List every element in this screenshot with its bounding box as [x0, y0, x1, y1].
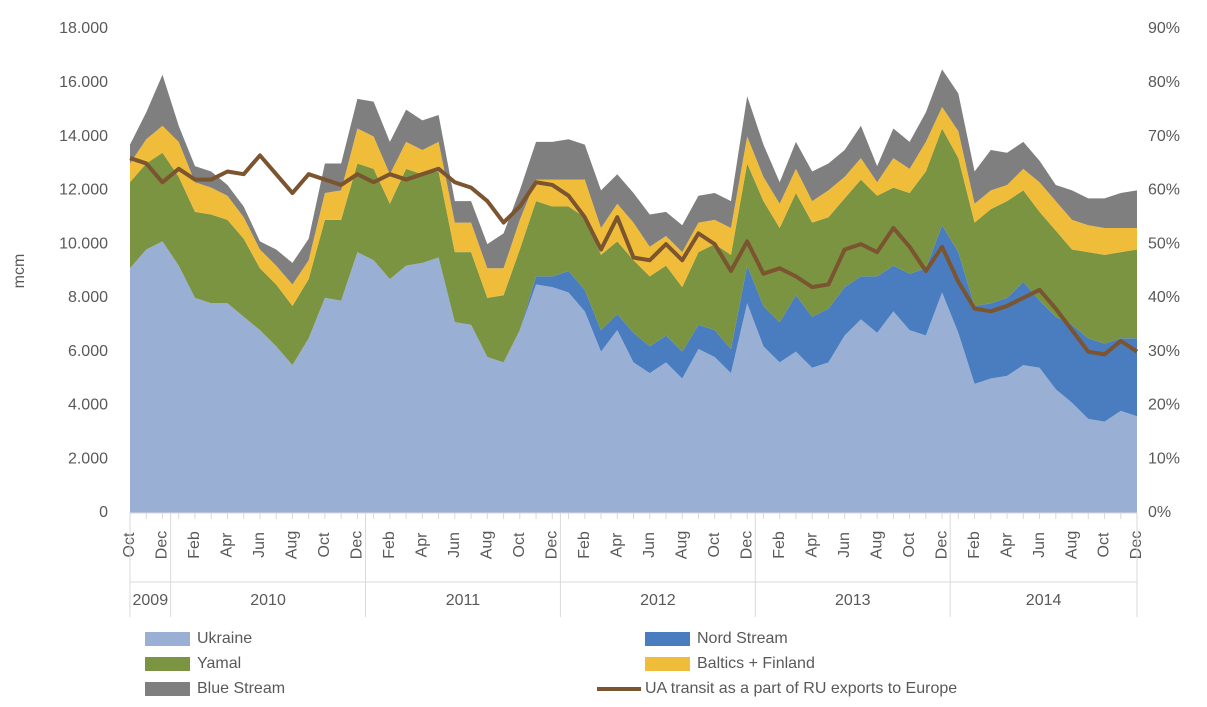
- legend-label: Ukraine: [197, 630, 252, 647]
- x-tick-label: Feb: [576, 531, 593, 559]
- x-tick-label: Dec: [349, 531, 366, 559]
- year-label: 2012: [640, 592, 676, 609]
- x-tick-label: Jun: [641, 532, 658, 558]
- y2-tick-label: 50%: [1148, 235, 1180, 252]
- area: [130, 225, 1137, 422]
- year-label: 2009: [133, 592, 169, 609]
- year-label: 2010: [250, 592, 286, 609]
- x-tick-label: Apr: [414, 532, 431, 558]
- area: [130, 241, 1137, 513]
- y2-tick-label: 0%: [1148, 504, 1171, 521]
- x-tick-label: Aug: [868, 531, 885, 559]
- legend-swatch: [145, 682, 190, 696]
- x-tick-label: Feb: [966, 531, 983, 559]
- line: [129, 153, 1139, 357]
- x-tick-label: Oct: [316, 532, 333, 557]
- x-tick-label: Oct: [901, 532, 918, 557]
- y-tick-label: 6.000: [68, 343, 108, 360]
- area: [130, 69, 1137, 285]
- y2-tick-label: 20%: [1148, 397, 1180, 414]
- x-tick-label: Dec: [544, 531, 561, 559]
- legend-label: Blue Stream: [197, 680, 285, 697]
- y2-tick-label: 30%: [1148, 343, 1180, 360]
- y-tick-label: 0: [99, 504, 108, 521]
- year-label: 2011: [446, 592, 481, 609]
- x-tick-label: Apr: [608, 532, 625, 558]
- y-tick-label: 2.000: [68, 450, 108, 467]
- y-tick-label: 16.000: [59, 74, 108, 91]
- legend-label: UA transit as a part of RU exports to Eu…: [645, 680, 957, 697]
- x-tick-label: Jun: [1031, 532, 1048, 558]
- y-tick-label: 18.000: [59, 20, 108, 37]
- y2-tick-label: 60%: [1148, 182, 1180, 199]
- y2-tick-label: 80%: [1148, 74, 1180, 91]
- y-tick-label: 8.000: [68, 289, 108, 306]
- legend-swatch: [645, 657, 690, 671]
- y-tick-label: 4.000: [68, 397, 108, 414]
- legend-label: Nord Stream: [697, 630, 788, 647]
- x-tick-label: Oct: [511, 532, 528, 557]
- x-tick-label: Feb: [186, 531, 203, 559]
- x-tick-label: Jun: [251, 532, 268, 558]
- x-tick-label: Dec: [154, 531, 171, 559]
- x-tick-label: Jun: [446, 532, 463, 558]
- y2-tick-label: 90%: [1148, 20, 1180, 37]
- x-tick-label: Aug: [1063, 531, 1080, 559]
- x-tick-label: Aug: [673, 531, 690, 559]
- x-tick-label: Apr: [998, 532, 1015, 558]
- x-tick-label: Oct: [706, 532, 723, 557]
- legend-label: Baltics + Finland: [697, 655, 815, 672]
- area: [130, 106, 1137, 306]
- y2-tick-label: 40%: [1148, 289, 1180, 306]
- legend-label: Yamal: [197, 655, 241, 672]
- y2-tick-label: 70%: [1148, 128, 1180, 145]
- y-axis-label: mcm: [11, 254, 28, 289]
- x-tick-label: Apr: [219, 532, 236, 558]
- x-tick-label: Feb: [771, 531, 788, 559]
- y2-tick-label: 10%: [1148, 450, 1180, 467]
- year-label: 2013: [835, 592, 871, 609]
- area: [130, 128, 1137, 366]
- x-tick-label: Feb: [381, 531, 398, 559]
- legend-swatch: [145, 657, 190, 671]
- y-tick-label: 10.000: [59, 235, 108, 252]
- x-tick-label: Jun: [836, 532, 853, 558]
- y-tick-label: 12.000: [59, 182, 108, 199]
- x-tick-label: Dec: [738, 531, 755, 559]
- legend-swatch: [645, 632, 690, 646]
- x-tick-label: Aug: [479, 531, 496, 559]
- x-tick-label: Dec: [933, 531, 950, 559]
- y-tick-label: 14.000: [59, 128, 108, 145]
- x-tick-label: Aug: [284, 531, 301, 559]
- x-tick-label: Oct: [1096, 532, 1113, 557]
- x-tick-label: Apr: [803, 532, 820, 558]
- year-label: 2014: [1026, 592, 1062, 609]
- legend-swatch: [145, 632, 190, 646]
